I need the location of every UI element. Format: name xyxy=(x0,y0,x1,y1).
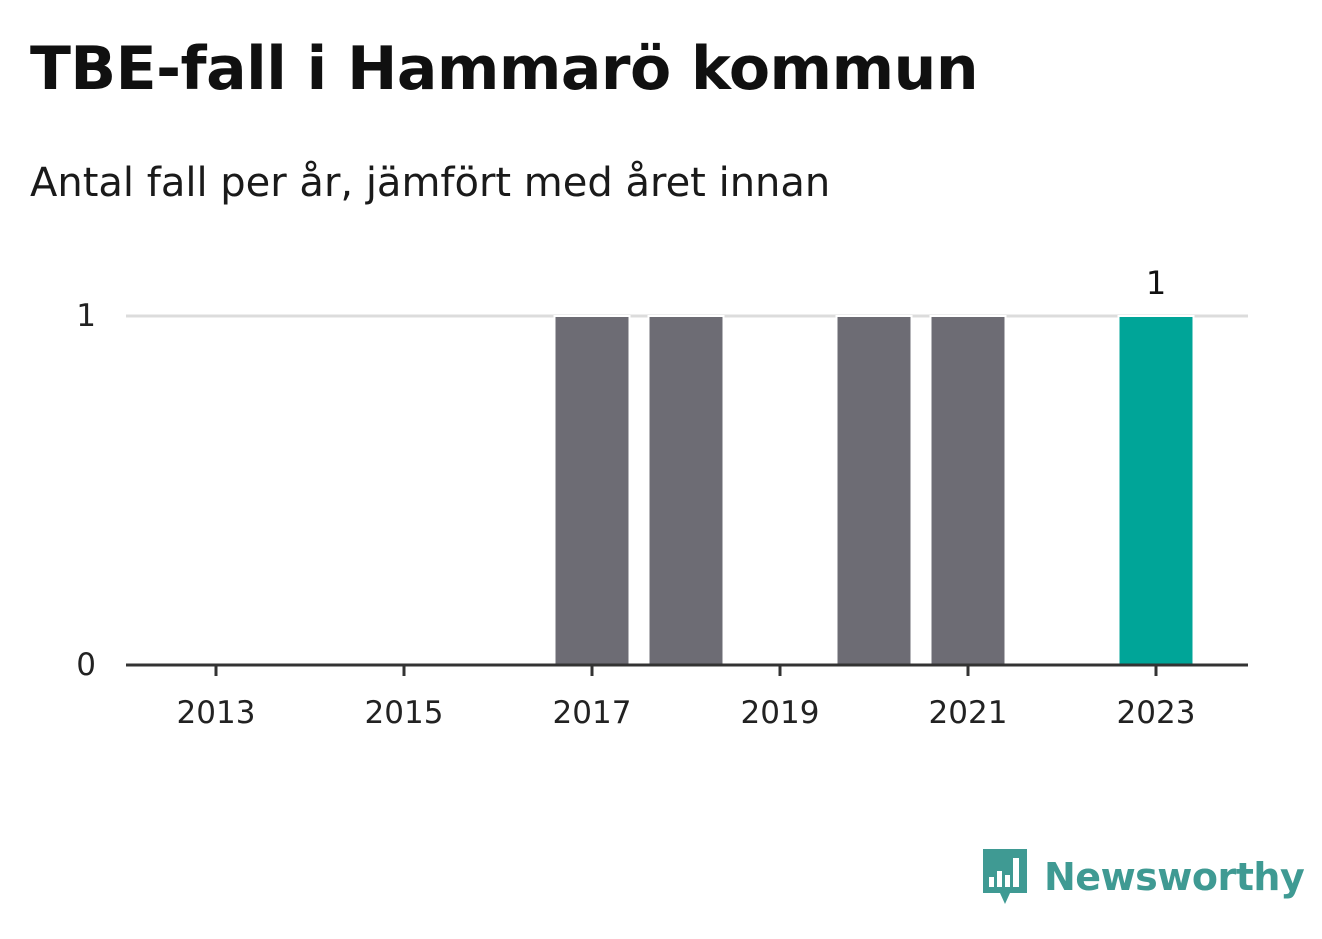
y-tick-label: 1 xyxy=(76,298,96,334)
brand-logo: Newsworthy xyxy=(980,846,1305,908)
x-tick-label: 2013 xyxy=(177,695,256,731)
chart-subtitle: Antal fall per år, jämfört med året inna… xyxy=(30,160,831,206)
y-tick-label: 0 xyxy=(76,647,96,683)
x-tick-label: 2015 xyxy=(365,695,444,731)
bar xyxy=(835,315,913,666)
bar xyxy=(647,315,725,666)
chart-title: TBE-fall i Hammarö kommun xyxy=(30,34,979,104)
x-tick-label: 2023 xyxy=(1117,695,1196,731)
bar xyxy=(929,315,1007,666)
bar-highlight xyxy=(1117,315,1195,666)
x-tick-label: 2017 xyxy=(553,695,632,731)
bar xyxy=(553,315,631,666)
x-tick-label: 2021 xyxy=(929,695,1008,731)
brand-name: Newsworthy xyxy=(1044,855,1305,899)
data-label: 1 xyxy=(1146,264,1166,302)
x-tick-label: 2019 xyxy=(741,695,820,731)
newsworthy-logo-icon xyxy=(983,849,1027,904)
